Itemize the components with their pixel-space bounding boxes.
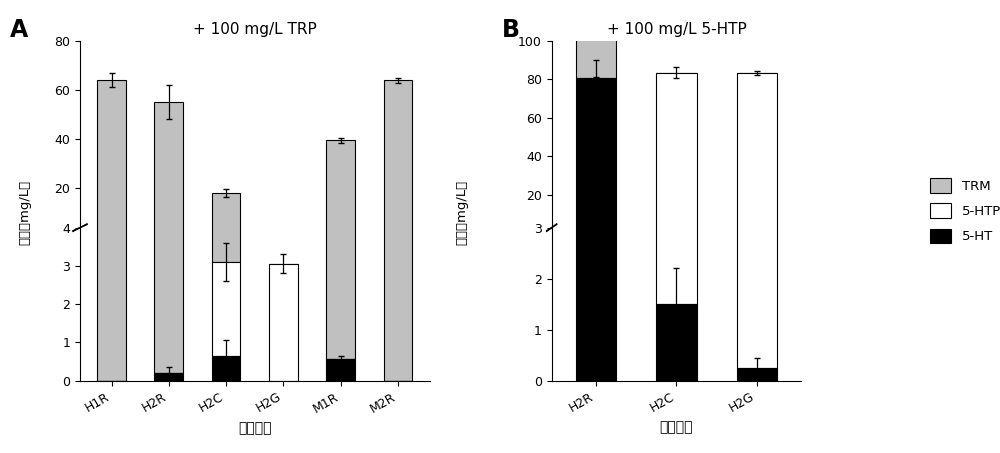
Bar — [212, 193, 240, 230]
Title: + 100 mg/L TRP: + 100 mg/L TRP — [193, 22, 317, 37]
Bar — [212, 230, 240, 236]
Bar — [269, 264, 298, 381]
Bar — [576, 0, 616, 381]
Text: A: A — [10, 18, 28, 42]
Bar — [326, 0, 355, 360]
Title: + 100 mg/L 5-HTP: + 100 mg/L 5-HTP — [607, 22, 746, 37]
Bar — [656, 72, 697, 231]
Bar — [97, 0, 126, 381]
Bar — [97, 80, 126, 237]
Bar — [384, 0, 412, 381]
Bar — [656, 304, 697, 381]
Bar — [326, 236, 355, 237]
Bar — [737, 73, 777, 233]
Bar — [212, 0, 240, 262]
Bar — [154, 102, 183, 237]
Text: 濃度（mg/L）: 濃度（mg/L） — [455, 180, 468, 246]
Bar — [212, 356, 240, 381]
Text: B: B — [502, 18, 520, 42]
Bar — [737, 0, 777, 368]
Text: 濃度（mg/L）: 濃度（mg/L） — [18, 180, 31, 246]
X-axis label: 通路变体: 通路变体 — [660, 420, 693, 434]
Bar — [576, 78, 616, 79]
Bar — [656, 0, 697, 304]
Bar — [212, 236, 240, 237]
Bar — [326, 360, 355, 381]
Bar — [326, 140, 355, 236]
X-axis label: 通路变体: 通路变体 — [238, 421, 272, 435]
Bar — [576, 0, 616, 78]
Bar — [576, 79, 616, 233]
Bar — [154, 0, 183, 373]
Bar — [656, 231, 697, 233]
Bar — [212, 262, 240, 356]
Bar — [737, 368, 777, 381]
Bar — [269, 230, 298, 237]
Bar — [154, 373, 183, 381]
Legend: TRM, 5-HTP, 5-HT: TRM, 5-HTP, 5-HT — [930, 178, 1000, 243]
Bar — [384, 80, 412, 237]
